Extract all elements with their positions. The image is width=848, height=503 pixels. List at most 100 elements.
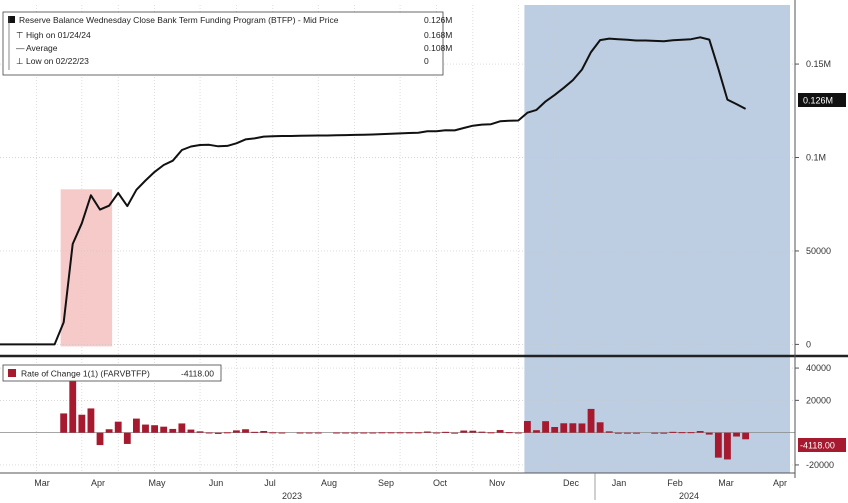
legend-title-value: 0.126M xyxy=(424,15,452,25)
legend-low-label: Low on 02/22/23 xyxy=(26,56,89,66)
rate-bar xyxy=(433,432,440,434)
rate-bar xyxy=(660,432,668,434)
x-year-label: 2023 xyxy=(282,491,302,501)
highlight-band-red xyxy=(60,189,113,347)
main-series-group xyxy=(0,36,747,346)
rate-bar xyxy=(314,432,322,434)
rate-bar xyxy=(669,431,677,433)
legend-average-icon: — xyxy=(16,43,25,53)
rate-bar xyxy=(724,432,731,460)
rate-bar xyxy=(305,432,313,434)
x-tick-label: Jun xyxy=(209,478,224,488)
x-tick-label: Apr xyxy=(773,478,787,488)
rate-bar xyxy=(696,431,704,433)
rate-bar xyxy=(396,432,404,434)
top-legend: Reserve Balance Wednesday Close Bank Ter… xyxy=(2,11,452,76)
rate-bar xyxy=(105,429,113,433)
bottom-last-value-box xyxy=(798,438,846,452)
rate-bar xyxy=(742,432,750,440)
rate-bar xyxy=(69,381,77,433)
x-tick-label: Aug xyxy=(321,478,337,488)
rate-bar xyxy=(469,430,477,433)
rate-bar xyxy=(587,408,595,433)
rate-bar xyxy=(151,425,158,433)
rate-bar xyxy=(705,432,713,435)
rate-of-change-bars xyxy=(60,381,750,460)
x-tick-label: Apr xyxy=(91,478,105,488)
bottom-legend: Rate of Change 1(1) (FARVBTFP) -4118.00 xyxy=(2,364,222,382)
rate-bar xyxy=(569,423,577,433)
btfp-line xyxy=(0,36,747,346)
top-y-axis: 0 50000 0.1M 0.15M xyxy=(795,59,831,349)
bottom-y-tick-label: -20000 xyxy=(806,460,834,470)
rate-bar xyxy=(251,431,259,433)
legend-low-icon: ⊥ xyxy=(16,56,24,66)
top-last-value-box xyxy=(798,93,846,107)
rate-bar xyxy=(687,432,695,434)
rate-bar xyxy=(542,421,549,433)
rate-bar xyxy=(87,408,95,433)
rate-bar xyxy=(487,432,495,434)
legend-title: Reserve Balance Wednesday Close Bank Ter… xyxy=(19,15,339,25)
rate-bar xyxy=(578,423,586,433)
top-legend-box xyxy=(2,11,444,76)
rate-bar xyxy=(560,423,568,433)
top-y-tick-label: 0 xyxy=(806,339,811,349)
legend-high-label: High on 01/24/24 xyxy=(26,30,91,40)
rate-bar xyxy=(169,428,177,433)
legend-series-swatch xyxy=(8,16,15,23)
rate-bar xyxy=(496,430,504,433)
rate-bar xyxy=(414,432,422,434)
rate-bar xyxy=(269,432,277,434)
rate-bar xyxy=(278,432,286,434)
x-tick-label: May xyxy=(148,478,166,488)
rate-bar xyxy=(733,432,740,437)
rate-bar xyxy=(523,421,531,433)
legend-average-label: Average xyxy=(26,43,58,53)
rate-bar xyxy=(714,432,722,458)
rate-bar xyxy=(196,431,204,433)
x-axis: Mar Apr May Jun Jul Aug Sep Oct Nov Dec Jan Feb Mar A… xyxy=(34,473,787,501)
x-tick-label: Jan xyxy=(612,478,627,488)
rate-bar xyxy=(514,432,522,434)
x-tick-label: Nov xyxy=(489,478,506,488)
rate-bar xyxy=(605,431,613,433)
rate-bar xyxy=(451,432,459,434)
legend-high-value: 0.168M xyxy=(424,30,452,40)
rate-bar xyxy=(460,430,468,433)
bottom-y-tick-label: 40000 xyxy=(806,363,831,373)
rate-bar xyxy=(178,423,186,433)
bottom-legend-swatch xyxy=(8,369,16,377)
rate-bar xyxy=(360,432,368,434)
rate-bar xyxy=(423,431,431,433)
rate-bar xyxy=(132,418,140,433)
x-tick-label: Feb xyxy=(667,478,683,488)
x-tick-label: Jul xyxy=(264,478,276,488)
rate-bar xyxy=(369,432,377,434)
top-y-tick-label: 0.15M xyxy=(806,59,831,69)
rate-bar xyxy=(633,432,640,434)
rate-bar xyxy=(60,413,68,433)
rate-bar xyxy=(242,429,249,433)
top-y-tick-label: 0.1M xyxy=(806,153,826,163)
rate-bar xyxy=(233,430,240,433)
rate-bar xyxy=(405,432,413,434)
rate-bar xyxy=(351,432,359,434)
legend-low-value: 0 xyxy=(424,56,429,66)
bottom-last-value-tag: -4118.00 xyxy=(798,438,846,452)
legend-high-icon: ⊤ xyxy=(16,30,24,40)
highlight-band-blue xyxy=(524,5,790,473)
bottom-legend-box xyxy=(2,364,222,382)
rate-bar xyxy=(442,431,449,433)
x-tick-label: Mar xyxy=(34,478,50,488)
rate-bar xyxy=(223,432,231,434)
bottom-legend-value: -4118.00 xyxy=(181,369,214,379)
bottom-last-value-text: -4118.00 xyxy=(800,441,835,451)
rate-bar xyxy=(78,414,86,433)
rate-bar xyxy=(678,432,686,434)
x-tick-label: Sep xyxy=(378,478,394,488)
bottom-y-axis: 40000 20000 -20000 xyxy=(795,363,834,470)
rate-bar xyxy=(387,432,395,434)
rate-bar xyxy=(187,429,195,433)
